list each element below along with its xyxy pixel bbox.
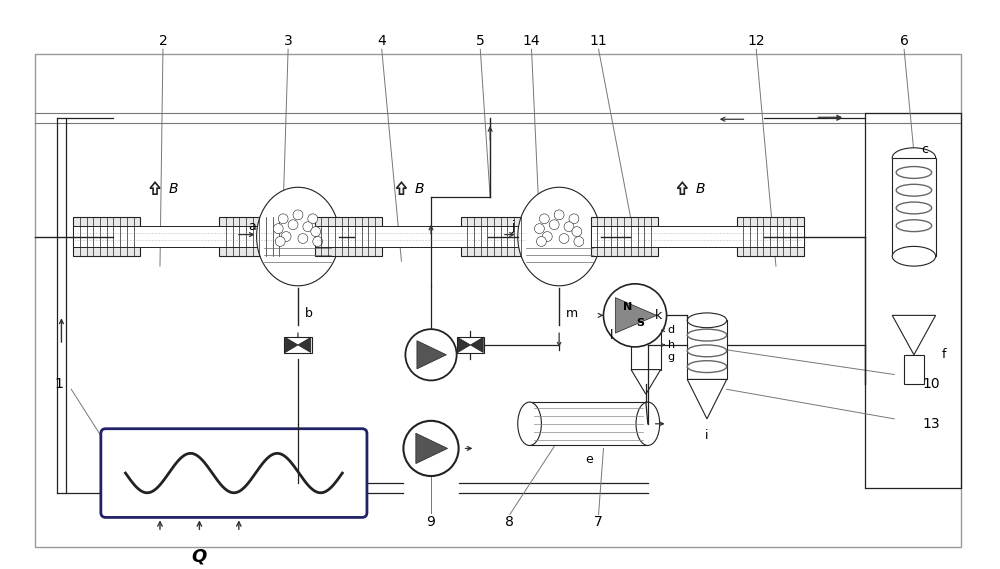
Circle shape <box>603 284 667 347</box>
Text: 1: 1 <box>54 377 63 391</box>
Text: i: i <box>705 428 709 442</box>
Circle shape <box>278 214 288 224</box>
Text: 10: 10 <box>923 377 940 391</box>
Bar <box>315 226 528 248</box>
Text: l: l <box>610 328 613 341</box>
Circle shape <box>549 220 559 230</box>
Circle shape <box>313 237 323 246</box>
Text: 11: 11 <box>590 34 607 48</box>
Circle shape <box>569 214 579 224</box>
Circle shape <box>559 234 569 244</box>
Text: 6: 6 <box>900 34 909 48</box>
Bar <box>73 226 286 248</box>
Text: b: b <box>305 307 313 320</box>
Text: 14: 14 <box>523 34 540 48</box>
Ellipse shape <box>257 187 339 286</box>
Ellipse shape <box>518 187 601 286</box>
Polygon shape <box>615 298 657 333</box>
Text: d: d <box>668 325 675 335</box>
Text: a: a <box>248 220 256 233</box>
Text: g: g <box>668 352 675 362</box>
Circle shape <box>308 214 318 224</box>
Polygon shape <box>631 370 661 394</box>
Text: $\boldsymbol{Q}$: $\boldsymbol{Q}$ <box>191 547 208 566</box>
Text: N: N <box>623 303 632 312</box>
Bar <box>737 217 804 256</box>
Ellipse shape <box>892 246 936 266</box>
Ellipse shape <box>631 310 661 321</box>
Text: $B$: $B$ <box>414 182 425 196</box>
Text: h: h <box>668 340 675 350</box>
Circle shape <box>564 222 574 232</box>
Polygon shape <box>298 337 311 353</box>
Polygon shape <box>150 182 160 194</box>
Circle shape <box>293 210 303 220</box>
Text: $B$: $B$ <box>695 182 706 196</box>
Text: j: j <box>511 220 515 233</box>
Circle shape <box>539 214 549 224</box>
Circle shape <box>311 226 321 237</box>
Ellipse shape <box>636 402 660 446</box>
Polygon shape <box>470 337 483 353</box>
Polygon shape <box>892 315 936 355</box>
Text: 8: 8 <box>505 516 514 529</box>
Text: 5: 5 <box>476 34 485 48</box>
Text: e: e <box>585 453 593 467</box>
Ellipse shape <box>892 148 936 167</box>
Polygon shape <box>458 337 470 353</box>
Bar <box>631 315 661 370</box>
Circle shape <box>405 329 457 381</box>
Bar <box>35 54 961 547</box>
Text: m: m <box>566 307 578 320</box>
Ellipse shape <box>518 402 541 446</box>
Polygon shape <box>416 433 448 464</box>
Bar <box>315 217 382 256</box>
Text: S: S <box>636 318 644 328</box>
Circle shape <box>273 224 283 234</box>
Circle shape <box>403 421 459 476</box>
Circle shape <box>572 226 582 237</box>
Bar <box>892 158 936 256</box>
Text: 4: 4 <box>377 34 386 48</box>
Bar <box>73 217 140 256</box>
Bar <box>461 217 528 256</box>
Text: 12: 12 <box>747 34 765 48</box>
Text: $B$: $B$ <box>168 182 179 196</box>
Circle shape <box>275 237 285 246</box>
Polygon shape <box>417 341 446 369</box>
FancyBboxPatch shape <box>101 428 367 517</box>
Text: 7: 7 <box>594 516 603 529</box>
Circle shape <box>303 222 313 232</box>
Bar <box>591 226 804 248</box>
Bar <box>284 337 312 353</box>
Polygon shape <box>285 337 298 353</box>
Text: 13: 13 <box>923 417 940 431</box>
Circle shape <box>298 234 308 244</box>
Circle shape <box>534 224 544 234</box>
Bar <box>687 320 727 380</box>
Polygon shape <box>397 182 406 194</box>
Bar <box>219 217 286 256</box>
Text: 9: 9 <box>427 516 435 529</box>
Text: c: c <box>921 143 928 156</box>
Circle shape <box>574 237 584 246</box>
Circle shape <box>554 210 564 220</box>
Circle shape <box>542 232 552 241</box>
Polygon shape <box>677 182 687 194</box>
Bar <box>530 402 648 446</box>
Circle shape <box>536 237 546 246</box>
Bar <box>457 337 484 353</box>
Ellipse shape <box>687 313 727 328</box>
Bar <box>591 217 658 256</box>
Bar <box>865 113 961 488</box>
Bar <box>904 355 924 385</box>
Polygon shape <box>687 380 727 419</box>
Circle shape <box>281 232 291 241</box>
Text: f: f <box>942 348 946 361</box>
Circle shape <box>288 220 298 230</box>
Text: 3: 3 <box>284 34 292 48</box>
Text: k: k <box>655 309 662 322</box>
Text: 2: 2 <box>159 34 167 48</box>
